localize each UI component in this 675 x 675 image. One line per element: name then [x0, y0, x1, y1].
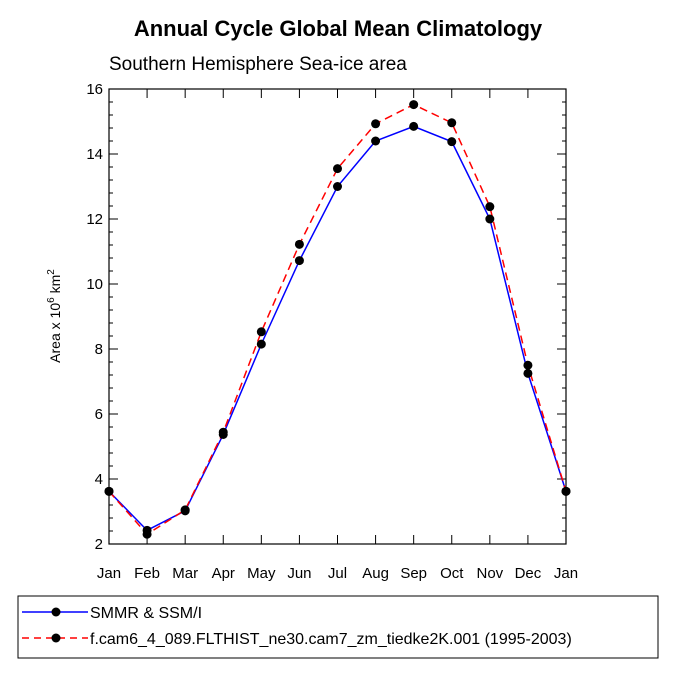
chart-title: Annual Cycle Global Mean Climatology [134, 16, 543, 41]
data-point-series-0 [447, 137, 457, 147]
y-axis-label: Area x 106 km2 [46, 269, 63, 363]
x-tick-label: Jan [97, 565, 121, 582]
data-point-series-1 [561, 486, 571, 496]
data-point-series-1 [180, 505, 190, 515]
x-tick-label: Jan [554, 565, 578, 582]
x-tick-label: Mar [172, 565, 198, 582]
legend-box [17, 595, 659, 659]
legend: SMMR & SSM/I f.cam6_4_089.FLTHIST_ne30.c… [17, 595, 659, 659]
data-point-series-0 [523, 368, 533, 378]
legend-label-model: f.cam6_4_089.FLTHIST_ne30.cam7_zm_tiedke… [90, 631, 572, 648]
data-point-series-1 [447, 118, 457, 128]
data-point-series-1 [485, 202, 495, 212]
legend-label-smmr: SMMR & SSM/I [90, 605, 202, 622]
data-point-series-0 [333, 182, 342, 191]
legend-marker-model [51, 633, 61, 643]
y-tick-label: 8 [95, 341, 103, 358]
data-point-series-0 [256, 339, 266, 349]
data-point-series-1 [218, 427, 228, 437]
chart-subtitle: Southern Hemisphere Sea-ice area [109, 54, 407, 75]
data-point-series-0 [485, 214, 495, 224]
x-tick-label: Oct [440, 565, 464, 582]
data-point-series-1 [523, 360, 533, 370]
x-tick-label: Jun [287, 565, 311, 582]
y-tick-label: 6 [95, 406, 103, 423]
x-tick-label: Feb [134, 565, 160, 582]
data-point-series-1 [104, 486, 114, 496]
y-tick-label: 10 [86, 276, 103, 293]
data-point-series-1 [333, 164, 342, 174]
legend-marker-smmr [51, 607, 61, 617]
data-point-series-0 [409, 121, 419, 131]
x-tick-label: Dec [515, 565, 542, 582]
y-tick-label: 12 [86, 211, 103, 228]
x-tick-label: Sep [400, 565, 427, 582]
data-point-series-0 [371, 136, 381, 146]
data-point-series-1 [409, 100, 419, 110]
data-point-series-1 [256, 327, 266, 337]
x-tick-label: May [247, 565, 276, 582]
plot-border [108, 88, 567, 545]
y-tick-label: 16 [86, 81, 103, 98]
data-point-series-0 [294, 256, 304, 266]
data-point-series-1 [294, 239, 304, 249]
x-tick-label: Apr [212, 565, 235, 582]
y-tick-label: 2 [95, 536, 103, 553]
x-tick-label: Nov [476, 565, 503, 582]
y-tick-label: 14 [86, 146, 103, 163]
data-point-series-1 [371, 119, 381, 129]
data-point-series-1 [142, 529, 152, 539]
y-tick-label: 4 [95, 471, 103, 488]
x-tick-label: Aug [362, 565, 389, 582]
x-tick-label: Jul [328, 565, 347, 582]
